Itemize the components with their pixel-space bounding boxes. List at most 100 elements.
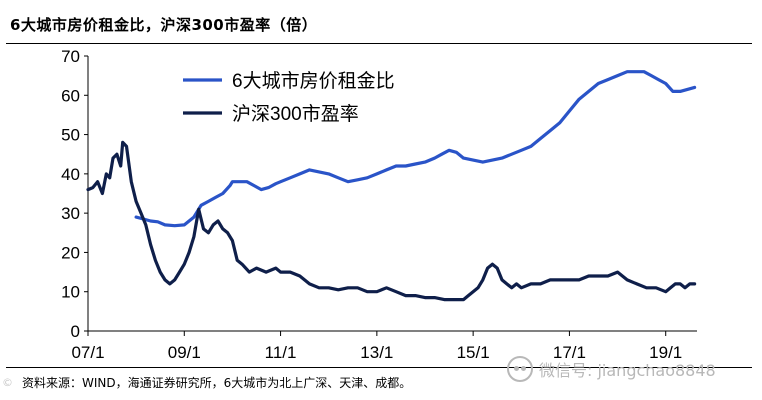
data-point [506,283,508,285]
data-point [260,188,263,191]
data-point [200,204,202,207]
data-point [657,78,660,81]
plot-area: 0 10 20 30 40 50 60 70 07/1 09/1 11/1 13/1 15/1 17/1 1… [61,47,697,362]
data-point [275,267,277,269]
watermark: 微信号: jiangchao8848 [507,356,716,382]
data-point [356,179,359,181]
data-point [636,283,638,285]
data-point [672,90,674,93]
data-point [248,271,251,273]
data-point [477,287,479,289]
data-point [255,267,258,269]
data-point [299,173,301,175]
data-point [549,129,551,132]
data-point [318,287,320,289]
y-tick-label: 50 [61,126,80,145]
title-rule [6,43,752,44]
data-point [559,122,561,124]
data-point [530,145,532,148]
data-point [539,283,542,285]
data-point [650,74,653,77]
data-point [472,159,474,161]
data-point [462,157,465,159]
data-point [501,279,503,281]
data-point [559,279,561,281]
data-point [135,200,137,203]
data-point [105,173,108,175]
data-point [116,153,118,155]
data-point [183,263,186,266]
x-tick-label: 09/1 [168,343,201,362]
data-point [578,98,580,100]
data-point [299,275,301,277]
data-point [549,279,551,281]
data-point [433,296,436,299]
data-point [197,208,200,210]
data-point [443,298,446,301]
data-point [231,180,234,183]
data-point [414,163,417,165]
wechat-icon [507,356,533,382]
data-point [308,283,311,285]
data-point [568,279,571,281]
data-point [202,228,205,230]
data-point [684,287,686,289]
data-point [356,287,359,289]
data-point [616,74,619,77]
data-point [289,271,292,273]
data-point [275,182,277,185]
data-point [587,90,590,93]
data-point [568,110,571,112]
data-point [597,275,600,277]
data-point [289,177,292,179]
data-point [674,283,677,285]
series-line-1 [134,70,697,228]
y-tick-label: 20 [61,243,80,262]
y-tick-label: 70 [61,47,80,66]
data-point [404,294,407,297]
data-point [121,141,124,144]
y-tick-label: 30 [61,204,80,223]
data-point [231,239,234,242]
data-point [626,70,628,73]
data-point [130,180,133,183]
data-point [149,243,152,246]
data-point [424,296,426,299]
data-point [96,180,99,183]
data-point [655,287,657,289]
legend-label-1: 6大城市房价租金比 [232,70,395,92]
data-point [664,290,667,293]
data-point [643,70,645,73]
watermark-mark: © [2,376,13,389]
data-point [385,169,388,171]
data-point [496,267,499,269]
x-tick-label: 07/1 [71,343,104,362]
footer-rule [6,367,752,368]
data-point [404,165,407,167]
data-point [327,287,330,289]
data-point [236,259,238,262]
data-point [587,275,590,277]
data-point [679,283,681,285]
data-point [112,157,114,159]
data-point [173,279,176,281]
data-point [448,149,450,152]
data-point [337,177,340,179]
data-point [501,157,503,159]
data-point [482,161,484,163]
chart-title: 6大城市房价租金比，沪深300市盈率（倍） [10,16,318,34]
data-point [145,224,147,226]
data-point [385,287,388,289]
data-point [636,70,638,73]
data-point [183,224,186,226]
data-point [226,232,229,234]
data-point [424,161,426,163]
data-point [173,224,176,227]
data-point [616,271,619,273]
data-point [347,287,349,289]
data-point [539,137,542,140]
data-point [279,271,282,273]
data-point [265,271,267,273]
data-point [578,279,580,281]
